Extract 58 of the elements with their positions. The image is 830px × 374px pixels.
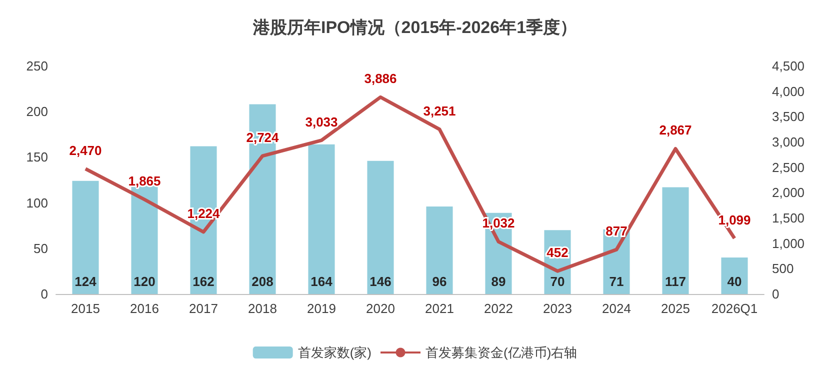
data-label: 877 — [606, 224, 628, 239]
bar — [367, 160, 394, 294]
x-tick-label: 2020 — [366, 301, 395, 316]
x-tick-label: 2024 — [602, 301, 631, 316]
x-tick-label: 2025 — [661, 301, 690, 316]
y-tick-label: 100 — [26, 195, 48, 210]
data-label: 124 — [74, 274, 98, 289]
x-tick-label: 2022 — [484, 301, 513, 316]
y2-tick-label: 3,000 — [772, 134, 805, 150]
y2-tick-label: 1,500 — [772, 210, 805, 226]
data-label: 70 — [550, 274, 565, 289]
data-label: 96 — [432, 274, 447, 289]
data-label: 3,886 — [364, 71, 397, 86]
data-label: 146 — [370, 274, 392, 289]
data-label: 2,470 — [69, 142, 102, 158]
x-tick-label: 2023 — [543, 301, 572, 316]
y2-tick-label: 4,000 — [772, 84, 805, 99]
data-label: 40 — [727, 274, 742, 289]
chart-title: 港股历年IPO情况（2015年-2026年1季度） — [252, 18, 578, 37]
data-label: 162 — [192, 274, 214, 289]
y-tick-label: 200 — [26, 104, 48, 120]
y-tick-label: 50 — [34, 240, 48, 256]
y2-tick-label: 2,000 — [772, 185, 805, 200]
y-tick-label: 0 — [40, 286, 48, 302]
data-label: 3,033 — [305, 114, 338, 130]
x-tick-label: 2018 — [248, 301, 277, 316]
data-label: 3,251 — [423, 103, 456, 118]
data-label: 164 — [310, 274, 334, 289]
data-label: 208 — [252, 274, 274, 289]
y2-tick-label: 1,000 — [772, 236, 805, 251]
x-tick-label: 2017 — [189, 301, 218, 316]
legend-label: 首发家数(家) — [298, 345, 372, 360]
x-tick-label: 2026Q1 — [711, 301, 758, 316]
bar — [662, 187, 689, 294]
bar — [426, 206, 453, 294]
bar — [308, 144, 335, 294]
y2-tick-label: 500 — [772, 261, 794, 276]
y2-tick-label: 2,500 — [772, 160, 805, 175]
x-tick-label: 2019 — [307, 301, 336, 316]
bar — [721, 258, 748, 294]
data-label: 71 — [609, 274, 624, 289]
y2-tick-label: 0 — [772, 286, 780, 302]
y2-tick-label: 4,500 — [772, 58, 805, 74]
legend-label: 首发募集资金(亿港币)右轴 — [426, 345, 578, 360]
y-tick-label: 250 — [26, 58, 48, 74]
data-label: 452 — [546, 245, 568, 260]
data-label: 1,865 — [128, 174, 161, 189]
x-tick-label: 2015 — [71, 301, 100, 316]
y-tick-label: 150 — [26, 150, 48, 165]
x-tick-label: 2021 — [425, 301, 454, 316]
bar — [72, 180, 99, 294]
data-label: 2,867 — [659, 122, 692, 138]
y2-tick-label: 3,500 — [772, 109, 805, 124]
data-label: 2,724 — [246, 130, 280, 145]
data-label: 117 — [665, 274, 686, 289]
x-tick-label: 2016 — [130, 301, 159, 316]
data-label: 89 — [491, 274, 506, 289]
data-label: 120 — [134, 274, 156, 289]
